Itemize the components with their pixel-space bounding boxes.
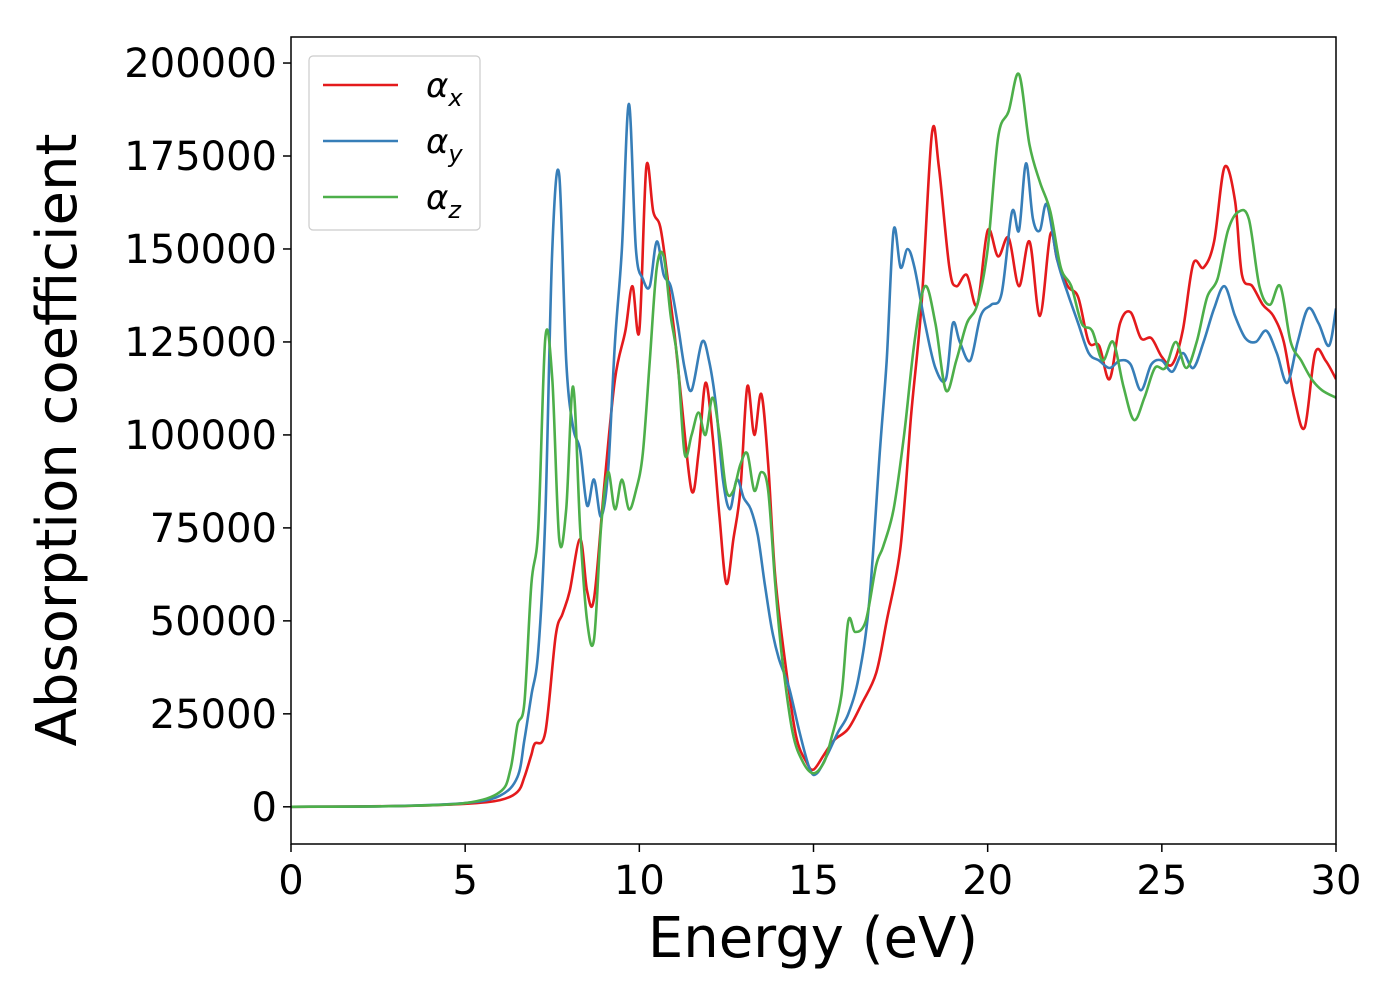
- x-axis: 0 5 10 15 20 25 30: [278, 844, 1361, 904]
- x-tick-label: 10: [614, 858, 665, 904]
- x-tick-label: 5: [452, 858, 477, 904]
- y-tick-label: 125000: [124, 320, 277, 366]
- x-tick-label: 20: [962, 858, 1013, 904]
- y-tick-label: 200000: [124, 41, 277, 87]
- x-axis-title: Energy (eV): [648, 906, 978, 971]
- legend-label-y: αy: [426, 122, 463, 168]
- y-tick-label: 50000: [150, 599, 277, 645]
- x-tick-label: 15: [788, 858, 839, 904]
- legend-label-x: αx: [426, 66, 463, 112]
- y-axis: 0 25000 50000 75000 100000 125000 150000 175000…: [124, 41, 291, 831]
- y-tick-label: 25000: [150, 692, 277, 738]
- y-axis-title: Absorption coefficient: [25, 134, 90, 747]
- series-line-z: [291, 72, 1336, 809]
- series-layer: [291, 72, 1336, 809]
- x-tick-label: 30: [1311, 858, 1362, 904]
- y-tick-label: 75000: [150, 506, 277, 552]
- y-tick-label: 100000: [124, 413, 277, 459]
- x-tick-label: 25: [1136, 858, 1187, 904]
- y-tick-label: 150000: [124, 227, 277, 273]
- legend-label-z: αz: [426, 178, 462, 224]
- legend-box: [308, 55, 481, 231]
- series-line-y: [291, 102, 1336, 809]
- y-tick-label: 0: [252, 785, 277, 831]
- y-tick-label: 175000: [124, 134, 277, 180]
- x-tick-label: 0: [278, 858, 303, 904]
- legend: αx αy αz: [308, 55, 481, 231]
- series-line-x: [291, 124, 1336, 809]
